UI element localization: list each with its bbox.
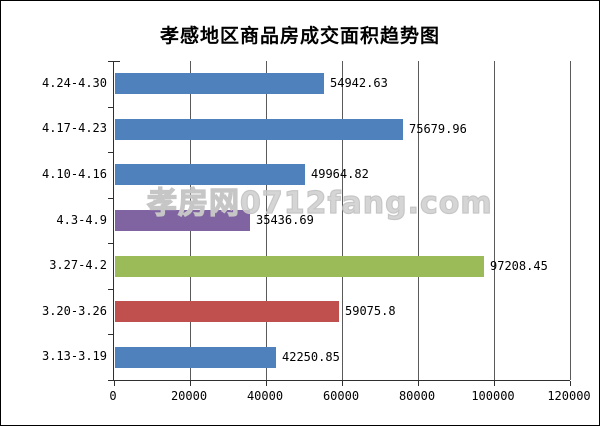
x-axis-tick bbox=[266, 381, 267, 386]
y-axis-tick bbox=[108, 152, 113, 153]
plot-area: 54942.63 75679.96 49964.82 35436.69 97208.45… bbox=[108, 61, 571, 386]
x-axis-tick bbox=[342, 381, 343, 386]
category-label: 3.20-3.26 bbox=[41, 304, 107, 318]
x-axis-tick-label: 0 bbox=[109, 389, 117, 403]
x-axis-tick-label: 80000 bbox=[398, 389, 436, 403]
gridline-x-40000 bbox=[266, 61, 267, 380]
x-axis-tick-label: 20000 bbox=[170, 389, 208, 403]
y-axis-tick bbox=[108, 380, 113, 381]
bar-4.17-4.23 bbox=[115, 119, 403, 140]
bar-4.3-4.9 bbox=[115, 210, 250, 231]
category-label: 4.10-4.16 bbox=[41, 167, 107, 181]
bar-value-label: 35436.69 bbox=[256, 213, 314, 227]
bar-value-label: 49964.82 bbox=[311, 167, 369, 181]
x-axis-tick-label: 100000 bbox=[471, 389, 515, 403]
x-axis-tick-label: 40000 bbox=[246, 389, 284, 403]
x-axis-tick bbox=[570, 381, 571, 386]
bar-value-label: 75679.96 bbox=[409, 122, 467, 136]
y-axis-tick bbox=[108, 334, 113, 335]
x-axis-tick-label: 120000 bbox=[547, 389, 591, 403]
x-axis-tick-label: 60000 bbox=[322, 389, 360, 403]
category-label: 4.17-4.23 bbox=[41, 121, 107, 135]
gridline-x-100000 bbox=[494, 61, 495, 380]
x-axis-tick bbox=[114, 381, 115, 386]
gridline-x-80000 bbox=[418, 61, 419, 380]
gridline-x-120000 bbox=[570, 61, 571, 380]
y-axis-tick bbox=[108, 289, 113, 290]
y-axis-tick bbox=[108, 198, 113, 199]
category-label: 4.3-4.9 bbox=[56, 213, 107, 227]
category-label: 3.27-4.2 bbox=[49, 258, 107, 272]
y-axis-tick bbox=[108, 243, 113, 244]
bar-value-label: 59075.8 bbox=[345, 304, 396, 318]
y-axis-top-tick bbox=[114, 61, 120, 62]
category-label: 4.24-4.30 bbox=[41, 76, 107, 90]
x-axis-tick bbox=[494, 381, 495, 386]
bar-4.24-4.30 bbox=[115, 73, 324, 94]
bar-3.27-4.2 bbox=[115, 256, 484, 277]
bar-value-label: 97208.45 bbox=[490, 259, 548, 273]
chart-title: 孝感地区商品房成交面积趋势图 bbox=[159, 25, 440, 47]
y-axis-tick bbox=[108, 61, 113, 62]
y-axis-tick bbox=[108, 107, 113, 108]
x-axis-tick bbox=[418, 381, 419, 386]
bar-3.20-3.26 bbox=[115, 301, 339, 322]
x-axis-tick bbox=[190, 381, 191, 386]
gridline-x-60000 bbox=[342, 61, 343, 380]
bar-4.10-4.16 bbox=[115, 164, 305, 185]
bar-value-label: 42250.85 bbox=[282, 350, 340, 364]
bar-value-label: 54942.63 bbox=[330, 76, 388, 90]
bar-3.13-3.19 bbox=[115, 347, 276, 368]
category-label: 3.13-3.19 bbox=[41, 349, 107, 363]
